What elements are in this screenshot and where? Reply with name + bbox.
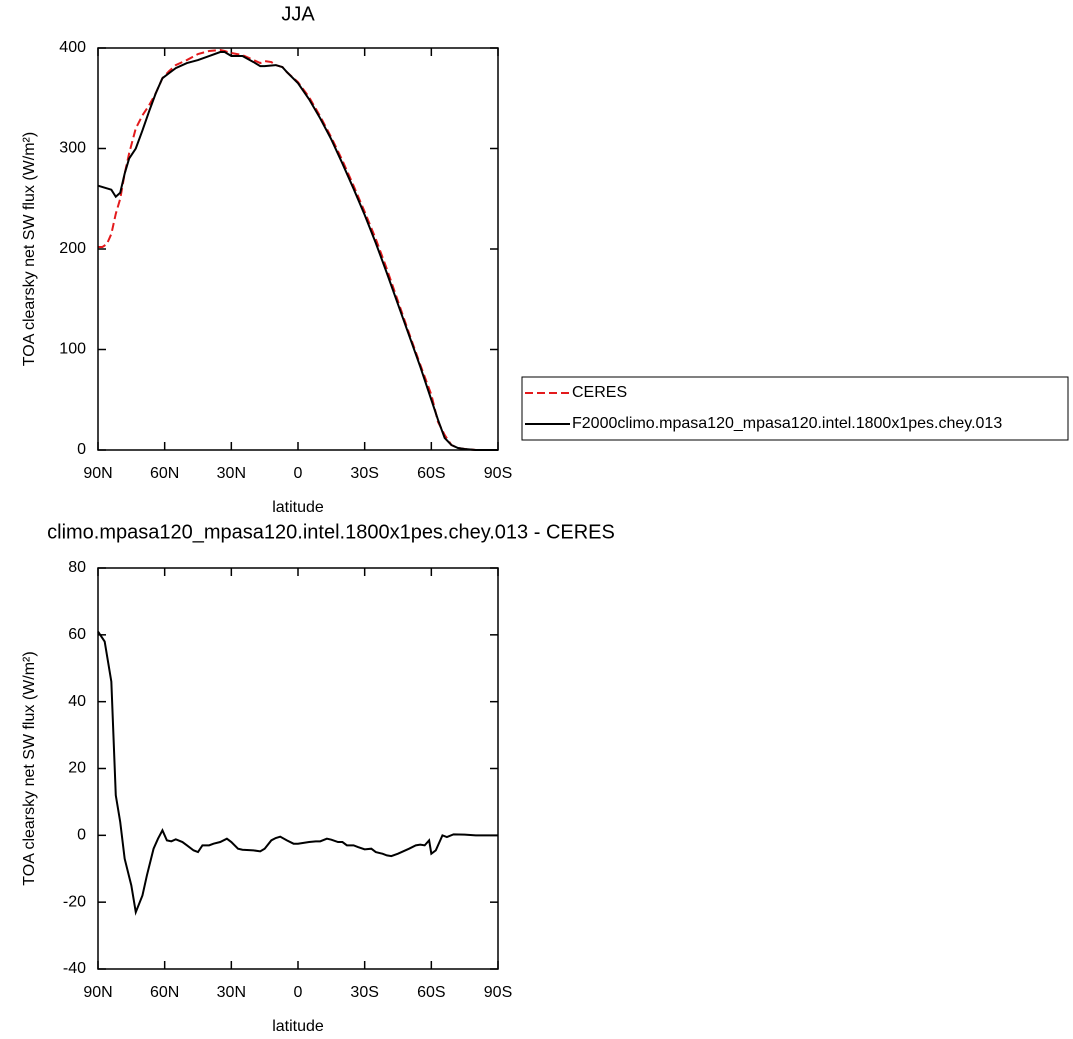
x-tick-label: 90N: [83, 465, 112, 482]
y-tick-label: 60: [68, 626, 86, 643]
legend-box: [521, 376, 1069, 441]
data-line: [97, 630, 498, 916]
y-tick-label: 20: [68, 760, 86, 777]
plot-frame: [97, 47, 499, 451]
y-tick-label: 300: [59, 140, 86, 157]
x-tick-label: 30S: [350, 465, 378, 482]
x-tick-label: 60S: [417, 465, 445, 482]
y-tick-label: 0: [77, 441, 86, 458]
y-tick-label: -40: [63, 960, 86, 977]
data-line: [98, 48, 498, 451]
x-tick-label: 90N: [83, 984, 112, 1001]
y-tick-label: 400: [59, 39, 86, 56]
y-tick-label: 0: [77, 827, 86, 844]
legend-label: F2000climo.mpasa120_mpasa120.intel.1800x…: [572, 415, 1002, 432]
x-tick-label: 30S: [350, 984, 378, 1001]
x-tick-label: 60N: [150, 984, 179, 1001]
x-tick-label: 0: [294, 465, 303, 482]
plot-frame: [97, 567, 499, 970]
x-axis-label: latitude: [272, 499, 324, 516]
y-tick-label: 80: [68, 559, 86, 576]
x-axis-label: latitude: [272, 1018, 324, 1035]
chart-title: JJA: [281, 3, 315, 25]
y-tick-label: 100: [59, 341, 86, 358]
x-tick-label: 0: [294, 984, 303, 1001]
x-tick-label: 90S: [484, 465, 512, 482]
x-tick-label: 30N: [217, 984, 246, 1001]
x-tick-label: 90S: [484, 984, 512, 1001]
y-tick-label: 40: [68, 693, 86, 710]
legend-label: CERES: [572, 384, 627, 401]
chart-title: climo.mpasa120_mpasa120.intel.1800x1pes.…: [47, 521, 615, 543]
y-tick-label: -20: [63, 893, 86, 910]
data-line: [97, 51, 498, 451]
x-tick-label: 30N: [217, 465, 246, 482]
y-axis-label: TOA clearsky net SW flux (W/m²): [21, 132, 38, 366]
x-tick-label: 60S: [417, 984, 445, 1001]
y-axis-label: TOA clearsky net SW flux (W/m²): [21, 651, 38, 885]
y-tick-label: 200: [59, 240, 86, 257]
x-tick-label: 60N: [150, 465, 179, 482]
